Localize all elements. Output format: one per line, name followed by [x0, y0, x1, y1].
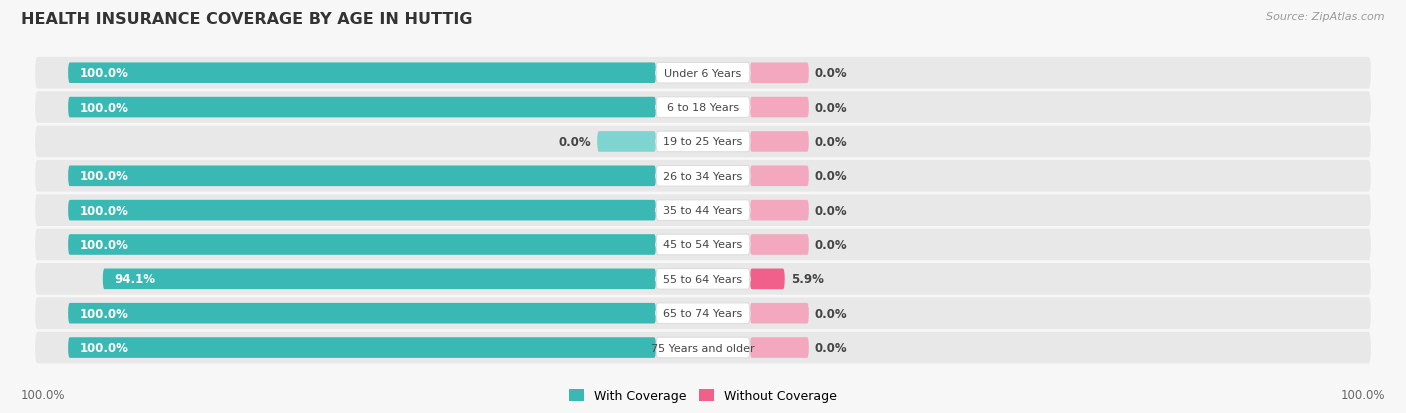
FancyBboxPatch shape [657, 132, 749, 152]
Text: 45 to 54 Years: 45 to 54 Years [664, 240, 742, 250]
FancyBboxPatch shape [67, 166, 657, 187]
FancyBboxPatch shape [35, 263, 1371, 295]
FancyBboxPatch shape [657, 166, 749, 187]
FancyBboxPatch shape [657, 200, 749, 221]
Text: 0.0%: 0.0% [558, 135, 592, 149]
FancyBboxPatch shape [749, 132, 808, 152]
FancyBboxPatch shape [657, 63, 749, 84]
FancyBboxPatch shape [67, 303, 657, 324]
FancyBboxPatch shape [598, 132, 657, 152]
FancyBboxPatch shape [749, 97, 808, 118]
FancyBboxPatch shape [35, 298, 1371, 329]
Text: 6 to 18 Years: 6 to 18 Years [666, 103, 740, 113]
FancyBboxPatch shape [749, 337, 808, 358]
Text: 0.0%: 0.0% [814, 204, 848, 217]
Text: 0.0%: 0.0% [814, 135, 848, 149]
FancyBboxPatch shape [35, 161, 1371, 192]
Text: 0.0%: 0.0% [814, 307, 848, 320]
Text: Under 6 Years: Under 6 Years [665, 69, 741, 78]
Text: 75 Years and older: 75 Years and older [651, 343, 755, 353]
Text: HEALTH INSURANCE COVERAGE BY AGE IN HUTTIG: HEALTH INSURANCE COVERAGE BY AGE IN HUTT… [21, 12, 472, 27]
FancyBboxPatch shape [67, 97, 657, 118]
Text: 35 to 44 Years: 35 to 44 Years [664, 206, 742, 216]
Text: 100.0%: 100.0% [80, 341, 129, 354]
Text: 100.0%: 100.0% [80, 204, 129, 217]
FancyBboxPatch shape [657, 337, 749, 358]
FancyBboxPatch shape [67, 200, 657, 221]
FancyBboxPatch shape [103, 269, 657, 290]
FancyBboxPatch shape [35, 195, 1371, 226]
FancyBboxPatch shape [67, 337, 657, 358]
Text: 0.0%: 0.0% [814, 341, 848, 354]
FancyBboxPatch shape [35, 92, 1371, 123]
Legend: With Coverage, Without Coverage: With Coverage, Without Coverage [564, 385, 842, 407]
FancyBboxPatch shape [35, 126, 1371, 158]
Text: 0.0%: 0.0% [814, 170, 848, 183]
Text: 100.0%: 100.0% [80, 67, 129, 80]
FancyBboxPatch shape [657, 303, 749, 324]
FancyBboxPatch shape [67, 235, 657, 255]
FancyBboxPatch shape [749, 235, 808, 255]
Text: 100.0%: 100.0% [1340, 388, 1385, 401]
Text: 94.1%: 94.1% [114, 273, 156, 286]
Text: 19 to 25 Years: 19 to 25 Years [664, 137, 742, 147]
FancyBboxPatch shape [67, 63, 657, 84]
FancyBboxPatch shape [749, 63, 808, 84]
Text: 0.0%: 0.0% [814, 101, 848, 114]
Text: 5.9%: 5.9% [790, 273, 824, 286]
FancyBboxPatch shape [35, 229, 1371, 261]
Text: 100.0%: 100.0% [80, 307, 129, 320]
Text: 100.0%: 100.0% [21, 388, 66, 401]
Text: 100.0%: 100.0% [80, 170, 129, 183]
Text: 65 to 74 Years: 65 to 74 Years [664, 309, 742, 318]
Text: 100.0%: 100.0% [80, 101, 129, 114]
Text: 26 to 34 Years: 26 to 34 Years [664, 171, 742, 181]
FancyBboxPatch shape [657, 235, 749, 255]
FancyBboxPatch shape [749, 166, 808, 187]
FancyBboxPatch shape [35, 332, 1371, 363]
FancyBboxPatch shape [749, 303, 808, 324]
FancyBboxPatch shape [749, 269, 785, 290]
Text: 55 to 64 Years: 55 to 64 Years [664, 274, 742, 284]
FancyBboxPatch shape [749, 200, 808, 221]
FancyBboxPatch shape [657, 269, 749, 290]
Text: 0.0%: 0.0% [814, 238, 848, 252]
Text: 100.0%: 100.0% [80, 238, 129, 252]
Text: 0.0%: 0.0% [814, 67, 848, 80]
FancyBboxPatch shape [657, 97, 749, 118]
FancyBboxPatch shape [35, 58, 1371, 89]
Text: Source: ZipAtlas.com: Source: ZipAtlas.com [1267, 12, 1385, 22]
